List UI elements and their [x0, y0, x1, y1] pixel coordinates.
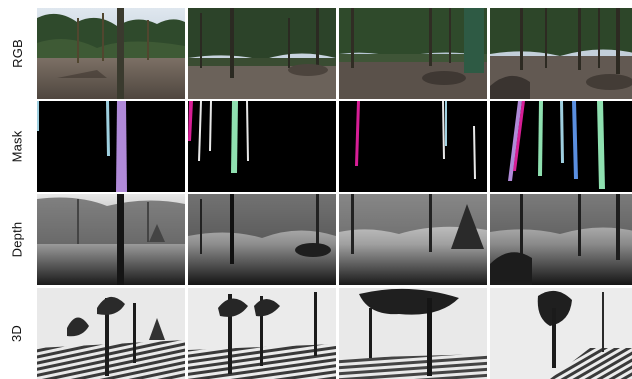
row-label-3d: 3D [0, 288, 34, 379]
3d-render-scene-3 [339, 288, 487, 379]
rgb-image-scene-1 [37, 8, 185, 99]
row-label-mask: Mask [0, 101, 34, 192]
row-label-mask-text: Mask [9, 130, 25, 163]
depth-image-scene-4 [490, 194, 632, 285]
rgb-image-scene-4 [490, 8, 632, 99]
rgb-image-scene-2 [188, 8, 336, 99]
mask-image-scene-1 [37, 101, 185, 192]
3d-render-scene-2 [188, 288, 336, 379]
row-label-rgb: RGB [0, 8, 34, 99]
mask-image-scene-3 [339, 101, 487, 192]
mask-image-scene-4 [490, 101, 632, 192]
row-label-depth: Depth [0, 194, 34, 285]
3d-render-scene-1 [37, 288, 185, 379]
depth-image-scene-3 [339, 194, 487, 285]
depth-image-scene-2 [188, 194, 336, 285]
row-label-3d-text: 3D [9, 324, 25, 343]
3d-render-scene-4 [490, 288, 632, 379]
depth-image-scene-1 [37, 194, 185, 285]
row-label-rgb-text: RGB [9, 39, 25, 68]
rgb-image-scene-3 [339, 8, 487, 99]
mask-image-scene-2 [188, 101, 336, 192]
row-label-depth-text: Depth [9, 221, 25, 258]
